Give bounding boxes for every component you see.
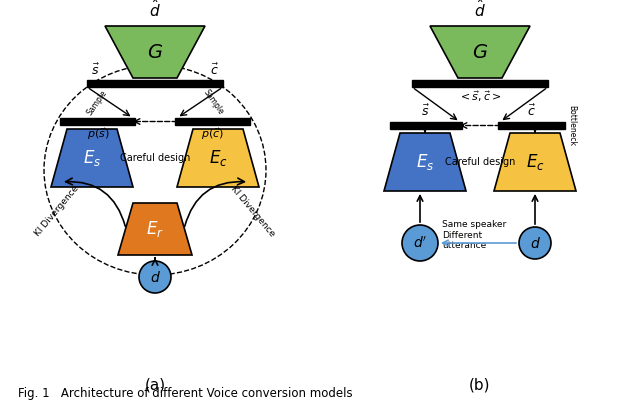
Text: $E_s$: $E_s$ (83, 148, 101, 168)
Text: $G$: $G$ (147, 42, 163, 61)
Text: $\vec{c}$: $\vec{c}$ (527, 104, 536, 119)
Text: (b): (b) (469, 377, 491, 392)
Text: Careful design: Careful design (445, 157, 515, 167)
Text: $G$: $G$ (472, 42, 488, 61)
Text: $E_c$: $E_c$ (525, 152, 545, 172)
Text: $p(\vec{s})$: $p(\vec{s})$ (86, 126, 109, 142)
Polygon shape (51, 129, 133, 187)
Polygon shape (105, 26, 205, 78)
Text: $\vec{s}$: $\vec{s}$ (91, 63, 100, 78)
Text: $p(\vec{c})$: $p(\vec{c})$ (200, 126, 223, 142)
Text: $d$: $d$ (529, 236, 540, 250)
Text: $E_c$: $E_c$ (209, 148, 227, 168)
Text: Same speaker
Different
utterance: Same speaker Different utterance (442, 220, 506, 250)
Text: Sample: Sample (85, 88, 109, 117)
Text: $E_r$: $E_r$ (146, 219, 164, 239)
Text: $d$: $d$ (150, 269, 161, 284)
Text: Fig. 1   Architecture of different Voice conversion models: Fig. 1 Architecture of different Voice c… (18, 387, 353, 400)
FancyArrowPatch shape (185, 178, 244, 226)
Text: KI Divergence: KI Divergence (229, 184, 276, 238)
Polygon shape (177, 129, 259, 187)
Bar (175, 118, 250, 125)
Bar (60, 118, 135, 125)
FancyArrowPatch shape (66, 178, 125, 226)
Text: KI Divergence: KI Divergence (33, 184, 81, 238)
Text: $E_s$: $E_s$ (416, 152, 434, 172)
Text: $\hat{d}$: $\hat{d}$ (149, 0, 161, 20)
Text: $< \vec{s}, \vec{c} >$: $< \vec{s}, \vec{c} >$ (458, 89, 502, 104)
Ellipse shape (402, 225, 438, 261)
Bar (390, 122, 462, 129)
Polygon shape (430, 26, 530, 78)
Polygon shape (118, 203, 192, 255)
Bar (87, 80, 223, 87)
Text: $\vec{s}$: $\vec{s}$ (421, 104, 431, 119)
Text: (a): (a) (145, 377, 166, 392)
Polygon shape (384, 133, 466, 191)
Text: Sample: Sample (201, 88, 225, 117)
Ellipse shape (519, 227, 551, 259)
Text: $\hat{d}$: $\hat{d}$ (474, 0, 486, 20)
Bar (412, 80, 548, 87)
Text: $d'$: $d'$ (413, 236, 428, 250)
Bar (498, 122, 565, 129)
Text: $\vec{c}$: $\vec{c}$ (210, 63, 219, 78)
Ellipse shape (139, 261, 171, 293)
Polygon shape (494, 133, 576, 191)
Text: Careful design: Careful design (120, 153, 190, 163)
Text: Bottleneck: Bottleneck (567, 105, 576, 146)
